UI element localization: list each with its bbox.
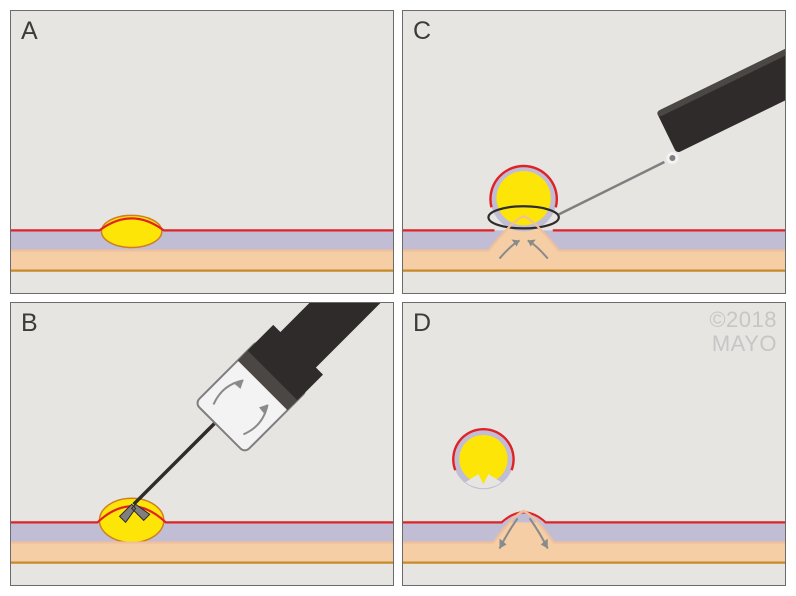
tissue-bottom xyxy=(11,543,393,563)
panel-label-b: B xyxy=(21,309,38,338)
copyright: ©2018 MAYO xyxy=(709,308,777,356)
panel-a-svg xyxy=(11,11,393,293)
diagram-grid: A xyxy=(0,0,796,596)
panel-b-svg xyxy=(11,303,393,585)
panel-c: C xyxy=(402,10,786,294)
tissue-mid xyxy=(403,230,785,250)
tissue-bottom xyxy=(403,543,785,563)
panel-label-a: A xyxy=(21,17,38,46)
panel-label-d: D xyxy=(413,309,431,338)
panel-b: B xyxy=(10,302,394,586)
panel-a: A xyxy=(10,10,394,294)
copyright-org: MAYO xyxy=(712,331,777,356)
tissue-mid xyxy=(403,522,785,542)
panel-label-c: C xyxy=(413,17,431,46)
panel-c-svg xyxy=(403,11,785,293)
copyright-year: ©2018 xyxy=(709,307,777,332)
tissue-bottom xyxy=(11,251,393,271)
tissue-bottom xyxy=(403,251,785,271)
panel-d: D ©2018 MAYO xyxy=(402,302,786,586)
resected-specimen xyxy=(453,429,513,489)
tissue-mid xyxy=(11,522,393,542)
tissue-mid xyxy=(11,230,393,250)
